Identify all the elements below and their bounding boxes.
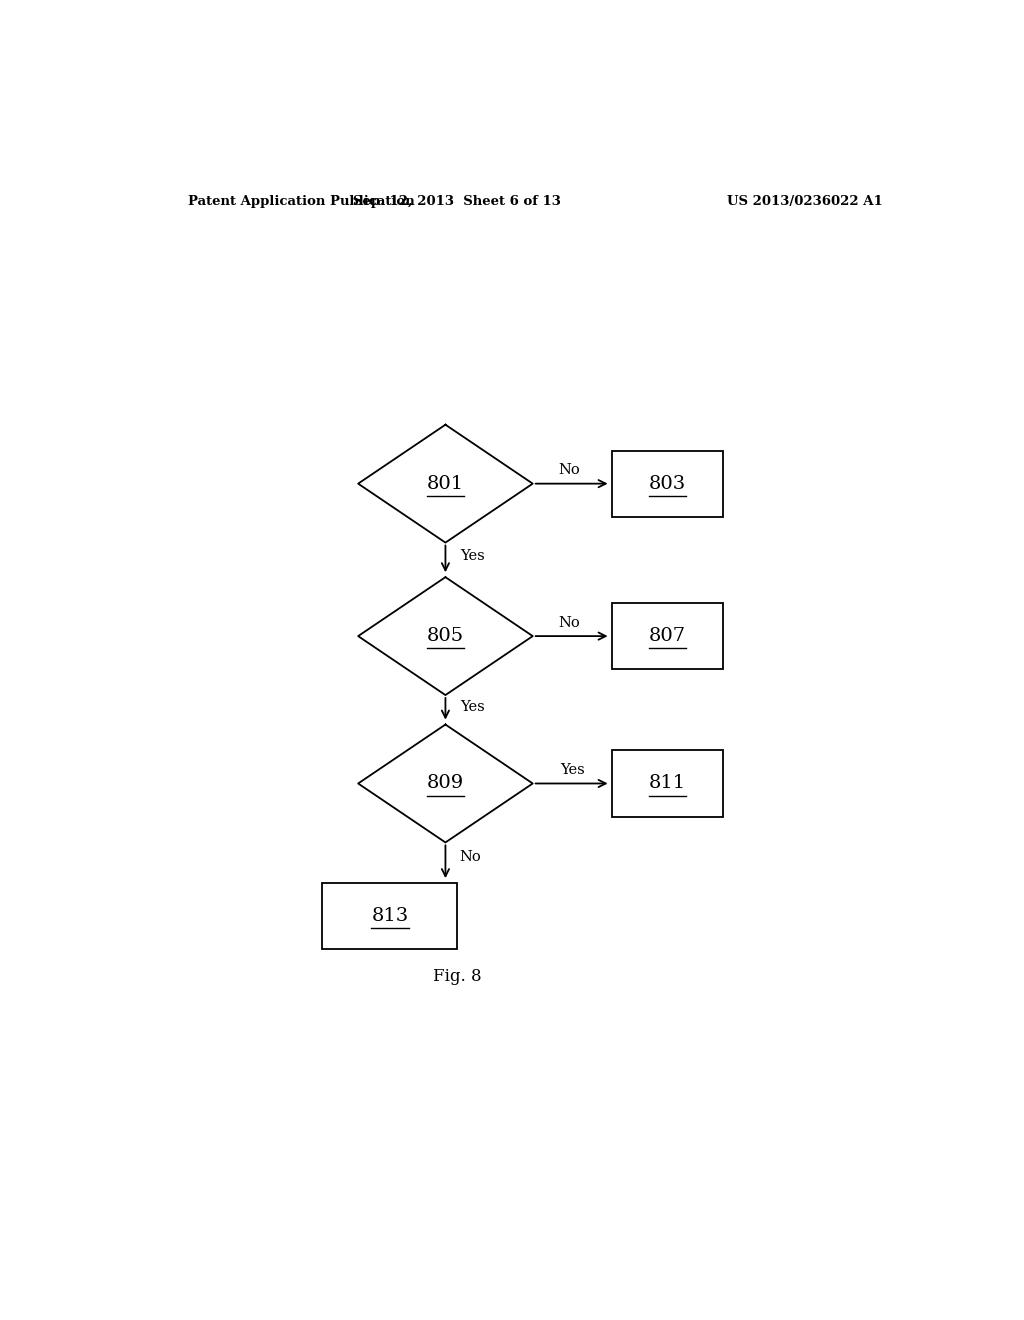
Bar	[612, 450, 723, 516]
Bar	[612, 603, 723, 669]
Text: Yes: Yes	[560, 763, 586, 777]
Text: 807: 807	[649, 627, 686, 645]
Text: Fig. 8: Fig. 8	[433, 968, 481, 985]
Text: No: No	[460, 850, 481, 863]
Text: Yes: Yes	[460, 700, 484, 714]
Text: 805: 805	[427, 627, 464, 645]
Text: 803: 803	[649, 475, 686, 492]
Bar	[612, 751, 723, 817]
Text: Patent Application Publication: Patent Application Publication	[187, 194, 415, 207]
Text: 813: 813	[372, 907, 409, 924]
Text: No: No	[558, 616, 580, 630]
Text: Yes: Yes	[460, 549, 484, 562]
Bar	[323, 883, 458, 949]
Text: No: No	[558, 463, 580, 478]
Text: 811: 811	[649, 775, 686, 792]
Text: US 2013/0236022 A1: US 2013/0236022 A1	[727, 194, 883, 207]
Text: Sep. 12, 2013  Sheet 6 of 13: Sep. 12, 2013 Sheet 6 of 13	[353, 194, 561, 207]
Text: 809: 809	[427, 775, 464, 792]
Text: 801: 801	[427, 475, 464, 492]
